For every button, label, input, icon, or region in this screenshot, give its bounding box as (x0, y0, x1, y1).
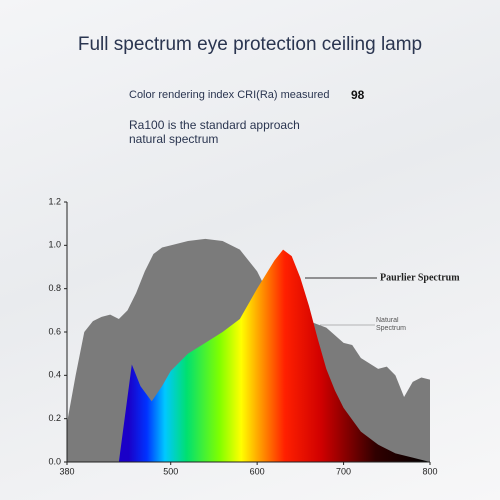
x-tick-label: 600 (250, 466, 265, 476)
series-label-box: Natural Spectrum (376, 317, 406, 332)
y-tick-label: 1.0 (48, 240, 61, 250)
x-tick-label: 700 (336, 466, 351, 476)
series-label: Paurlier Spectrum (380, 272, 460, 283)
y-tick-label: 0.6 (48, 326, 61, 336)
subtitle: Ra100 is the standard approach natural s… (129, 118, 300, 146)
x-tick-label: 800 (422, 466, 437, 476)
y-tick-label: 0.2 (48, 413, 61, 423)
y-tick-label: 0.4 (48, 370, 61, 380)
y-tick-label: 0.0 (48, 456, 61, 466)
y-tick-label: 0.8 (48, 283, 61, 293)
y-tick-label: 1.2 (48, 196, 61, 206)
title: Full spectrum eye protection ceiling lam… (77, 34, 423, 55)
x-tick-label: 500 (163, 466, 178, 476)
x-tick-label: 380 (59, 466, 74, 476)
cri-value: 98 (351, 88, 365, 102)
cri-text: Color rendering index CRI(Ra) measured (129, 89, 330, 101)
area (118, 249, 430, 462)
series-label: Natural Spectrum (376, 317, 406, 332)
